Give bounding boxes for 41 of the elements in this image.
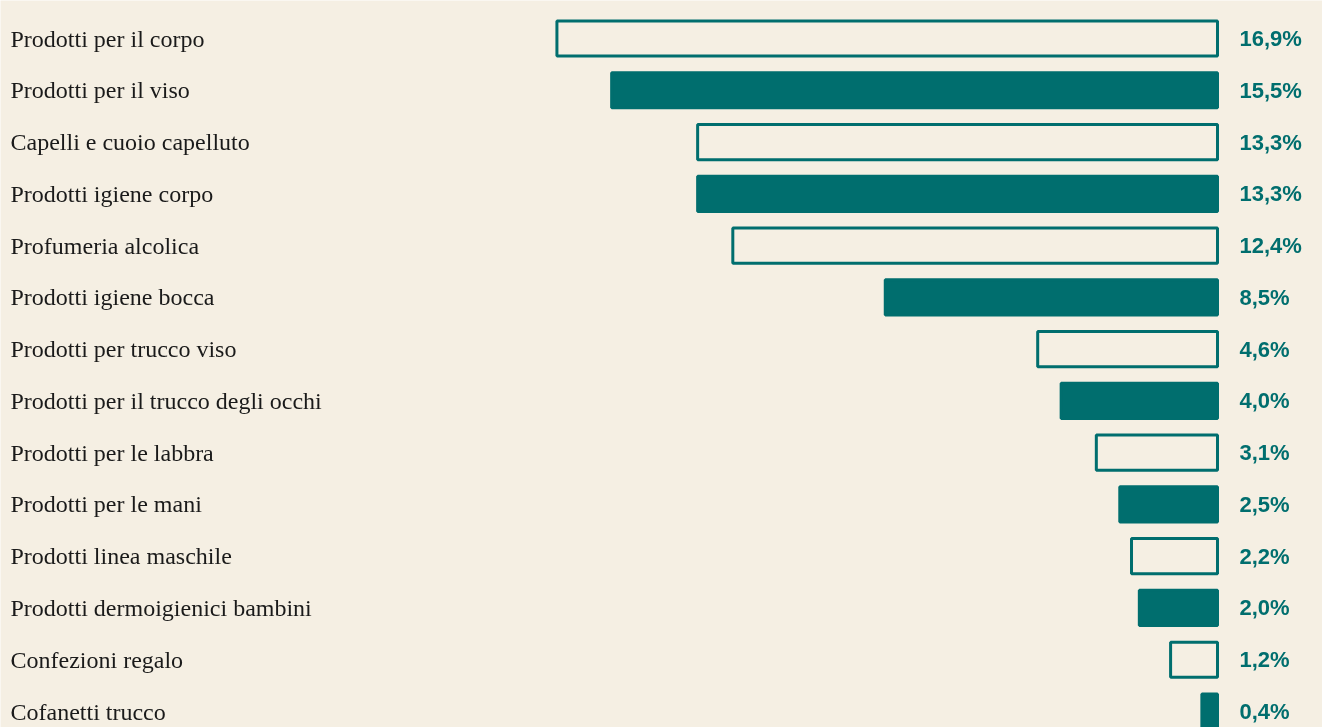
data-label: 4,0%	[1239, 388, 1290, 414]
y-tick-label: Prodotti dermoigienici bambini	[10, 594, 313, 621]
y-tick-label: Prodotti per le mani	[10, 491, 203, 518]
bar	[1059, 381, 1219, 420]
y-tick-label: Prodotti per trucco viso	[10, 336, 237, 363]
y-tick-label: Cofanetti trucco	[10, 698, 166, 725]
data-label: 13,3%	[1239, 181, 1302, 207]
bar	[555, 19, 1219, 58]
bar	[1094, 433, 1219, 472]
bar	[1137, 588, 1219, 628]
y-tick-label: Profumeria alcolica	[10, 232, 200, 259]
y-tick-label: Prodotti linea maschile	[10, 543, 232, 570]
bar	[1036, 330, 1219, 369]
y-tick-label: Confezioni regalo	[10, 646, 184, 673]
data-label: 4,6%	[1239, 336, 1290, 362]
bar	[610, 71, 1219, 110]
data-label: 16,9%	[1239, 26, 1302, 51]
bar	[1130, 537, 1219, 576]
bar	[731, 226, 1219, 265]
data-label: 1,2%	[1239, 647, 1290, 673]
bar	[696, 122, 1219, 162]
bar	[883, 278, 1219, 317]
y-tick-label: Capelli e cuoio capelluto	[10, 129, 250, 156]
data-label: 3,1%	[1239, 440, 1290, 466]
data-label: 8,5%	[1239, 284, 1290, 310]
bar	[696, 174, 1219, 213]
y-tick-label: Prodotti per il viso	[10, 77, 190, 104]
y-tick-label: Prodotti per il trucco degli occhi	[10, 387, 323, 414]
y-tick-label: Prodotti per il corpo	[10, 25, 205, 52]
data-label: 13,3%	[1239, 129, 1302, 155]
data-label: 0,4%	[1239, 699, 1290, 724]
y-tick-label: Prodotti igiene corpo	[10, 180, 214, 207]
data-label: 12,4%	[1239, 233, 1302, 259]
data-label: 2,2%	[1239, 543, 1290, 569]
bar	[1169, 640, 1219, 679]
data-label: 2,5%	[1239, 491, 1290, 517]
data-label: 2,0%	[1239, 595, 1290, 621]
y-tick-label: Prodotti igiene bocca	[10, 284, 215, 311]
y-tick-label: Prodotti per le labbra	[10, 439, 215, 466]
data-label: 15,5%	[1239, 77, 1302, 103]
bar	[1118, 485, 1219, 524]
